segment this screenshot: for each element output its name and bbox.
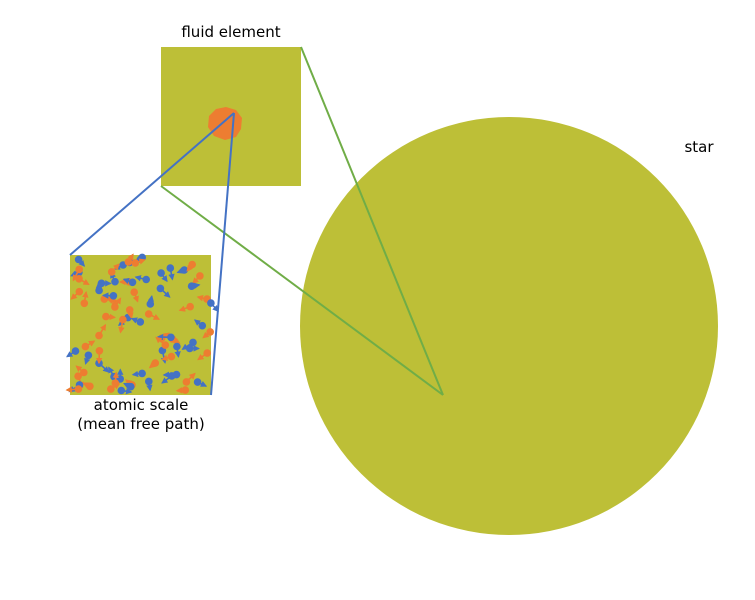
particle <box>102 312 110 321</box>
particle <box>166 264 175 272</box>
particle <box>75 287 84 296</box>
particle <box>124 258 133 266</box>
particle <box>80 299 89 308</box>
particle <box>186 302 194 311</box>
particle <box>74 372 82 381</box>
particle <box>207 299 215 307</box>
particle <box>100 295 109 303</box>
particle <box>81 342 90 351</box>
particle <box>75 265 83 274</box>
atomic-scale-label: atomic scale <box>94 396 189 414</box>
particle <box>145 377 153 386</box>
particle <box>95 347 104 355</box>
particle <box>181 386 190 394</box>
particle <box>74 255 83 264</box>
particle <box>180 266 189 274</box>
particle <box>206 328 214 336</box>
particle <box>117 386 126 395</box>
particle <box>111 277 119 286</box>
particle <box>168 372 176 380</box>
particle <box>203 349 211 357</box>
zoom-line-bottom-green <box>160 185 444 396</box>
particle <box>84 351 93 360</box>
particle <box>187 282 196 291</box>
particle <box>111 379 120 387</box>
particle <box>136 318 145 326</box>
particle <box>128 278 137 287</box>
particle <box>138 369 146 378</box>
star-label: star <box>684 138 714 156</box>
particle <box>196 272 204 280</box>
particle <box>131 259 140 267</box>
star-circle <box>300 117 718 535</box>
particle <box>97 279 106 288</box>
zoom-line-left-blue <box>69 112 235 256</box>
particle <box>74 385 83 393</box>
particle <box>142 275 150 284</box>
particle <box>111 303 119 311</box>
zoom-line-top-green <box>300 46 444 396</box>
particle <box>80 368 88 377</box>
particle <box>173 342 181 351</box>
particle <box>182 378 191 386</box>
particle <box>167 333 175 342</box>
particle <box>198 321 207 330</box>
particle <box>86 382 94 391</box>
particle <box>125 306 134 314</box>
particle <box>167 352 176 361</box>
particle <box>151 359 160 367</box>
particle <box>193 378 202 386</box>
fluid-element-label: fluid element <box>181 23 280 41</box>
particle-group <box>65 253 219 395</box>
particle <box>95 286 103 295</box>
particle <box>127 382 135 391</box>
particle <box>188 260 196 269</box>
particle <box>144 310 153 318</box>
particle <box>157 269 165 277</box>
particle <box>107 268 116 276</box>
particle <box>130 288 138 297</box>
particle <box>185 344 194 353</box>
particle <box>71 347 80 355</box>
particle <box>189 338 197 347</box>
particle <box>95 331 103 340</box>
particle <box>146 300 155 308</box>
particle <box>156 284 165 293</box>
mean-free-path-label: (mean free path) <box>77 415 204 433</box>
particle <box>119 315 127 324</box>
zoom-line-right-blue <box>210 112 235 396</box>
particle <box>109 292 118 300</box>
particle <box>107 385 115 393</box>
particle <box>161 341 170 349</box>
